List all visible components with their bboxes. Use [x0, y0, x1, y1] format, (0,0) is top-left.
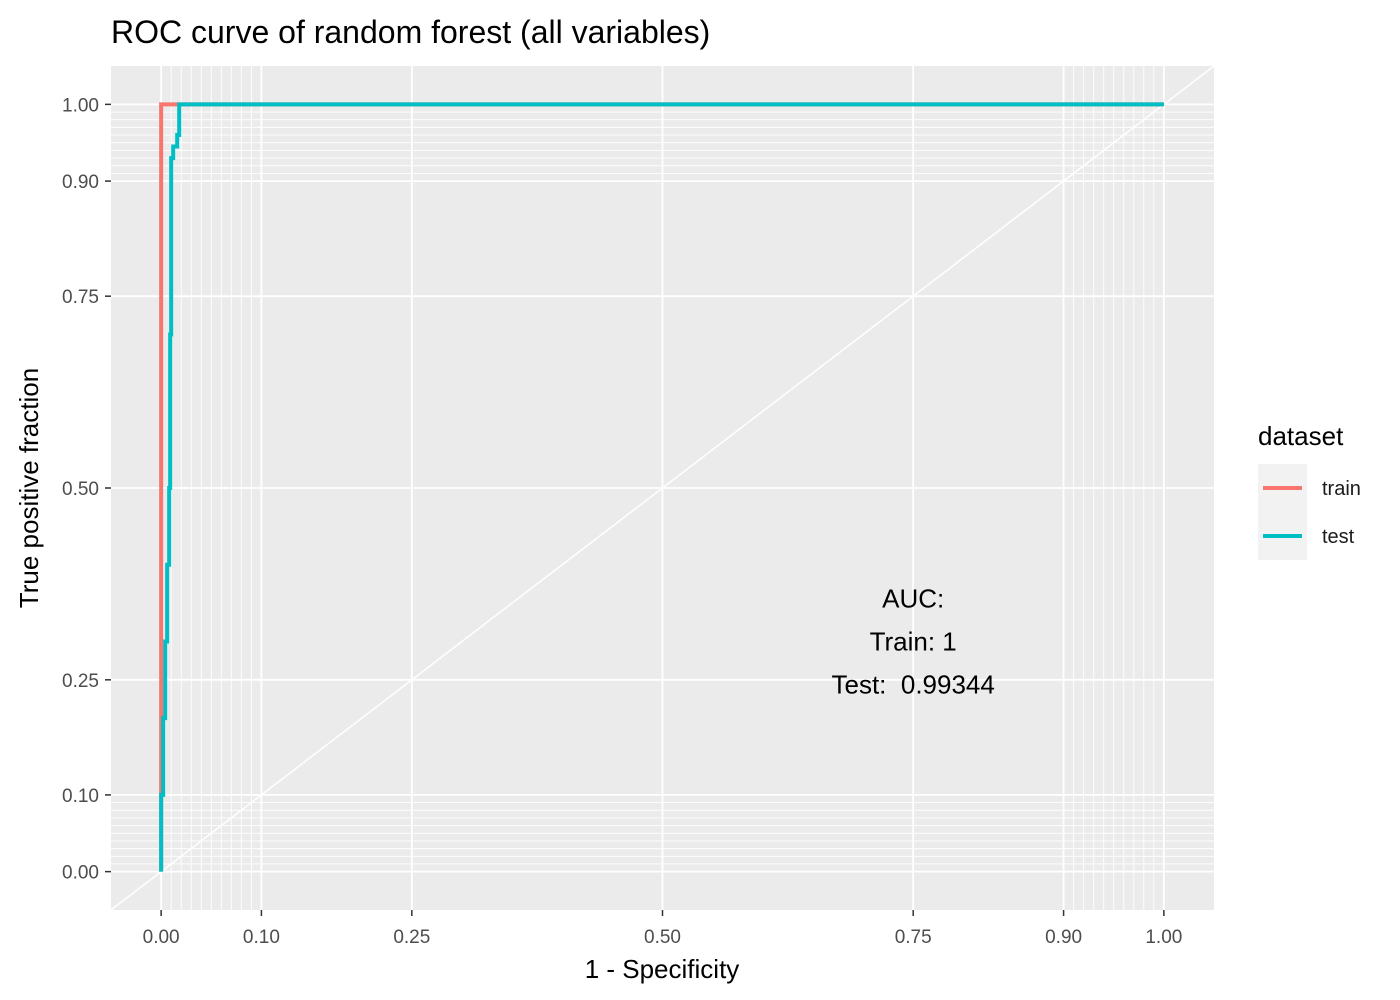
annotation-line: AUC: — [882, 583, 944, 613]
legend-label-test: test — [1322, 526, 1355, 548]
x-tick-label: 0.75 — [895, 927, 932, 948]
legend-label-train: train — [1322, 478, 1361, 500]
y-tick-label: 0.75 — [62, 287, 99, 308]
x-tick-label: 0.10 — [243, 927, 280, 948]
x-tick-label: 1.00 — [1145, 927, 1182, 948]
y-tick-label: 1.00 — [62, 95, 99, 116]
x-tick-label: 0.90 — [1045, 927, 1082, 948]
x-tick-label: 0.25 — [393, 927, 430, 948]
y-tick-label: 0.25 — [62, 671, 99, 692]
x-tick-label: 0.50 — [644, 927, 681, 948]
y-tick-label: 0.90 — [62, 172, 99, 193]
y-axis-title: True positive fraction — [14, 368, 44, 608]
chart-title: ROC curve of random forest (all variable… — [111, 14, 710, 50]
x-tick-label: 0.00 — [143, 927, 180, 948]
legend-item-test: test — [1258, 512, 1355, 560]
y-tick-label: 0.50 — [62, 479, 99, 500]
y-axis: 0.00 0.10 0.25 0.50 0.75 0.90 1.00 — [62, 95, 111, 883]
legend-title: dataset — [1258, 421, 1344, 451]
x-axis-title: 1 - Specificity — [585, 954, 740, 984]
y-tick-label: 0.00 — [62, 863, 99, 884]
x-axis: 0.00 0.10 0.25 0.50 0.75 0.90 1.00 — [143, 910, 1183, 948]
legend: dataset train test — [1258, 421, 1361, 560]
y-tick-label: 0.10 — [62, 786, 99, 807]
legend-item-train: train — [1258, 464, 1361, 512]
annotation-line: Test: 0.99344 — [832, 669, 995, 699]
annotation-line: Train: 1 — [870, 626, 957, 656]
